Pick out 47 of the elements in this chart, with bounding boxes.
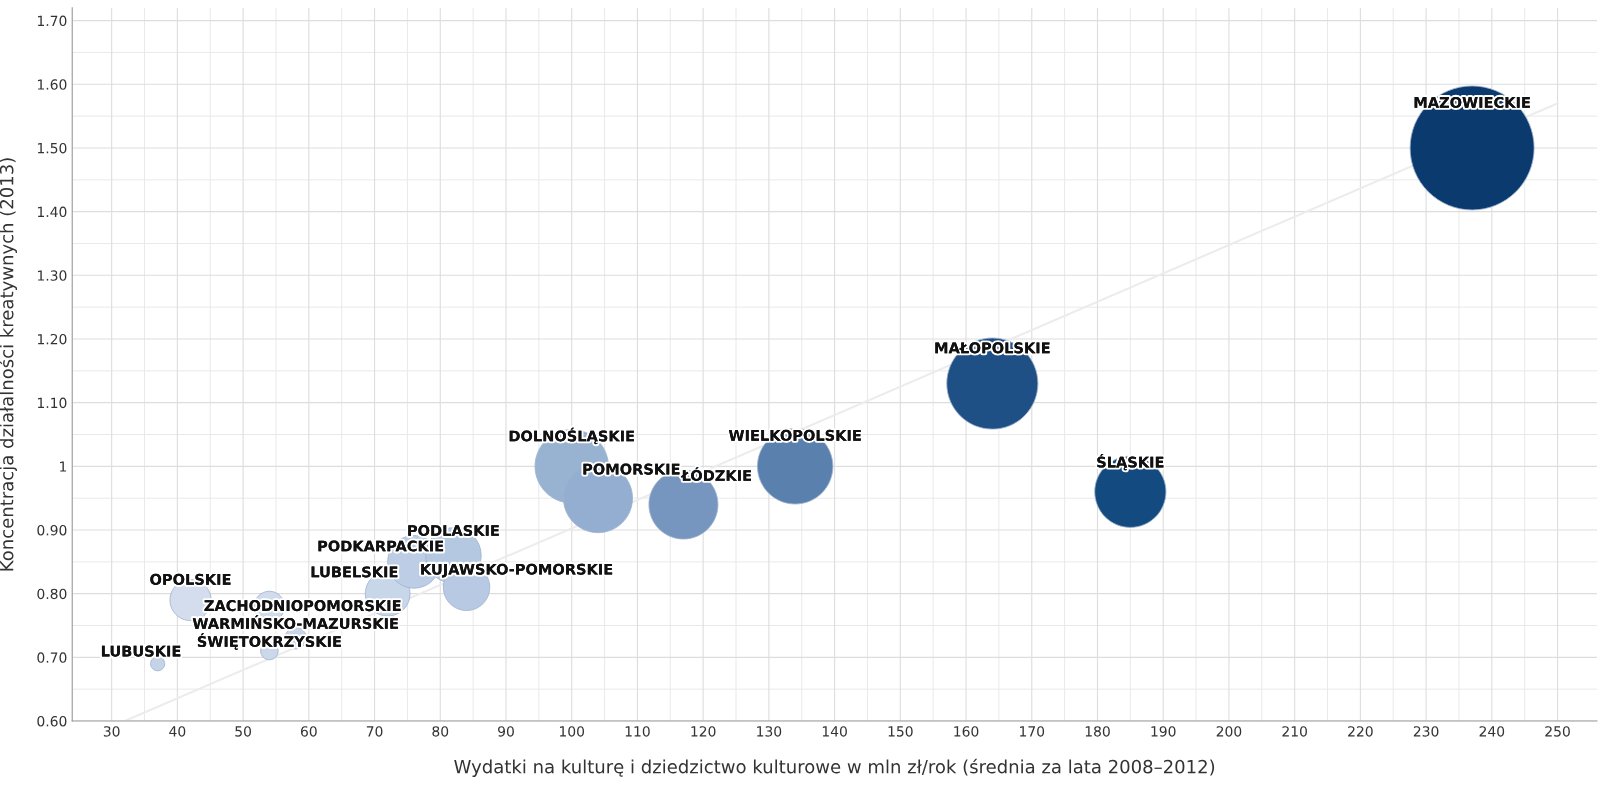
x-tick-label: 140 bbox=[822, 726, 847, 737]
x-tick-label: 60 bbox=[300, 726, 317, 737]
y-tick-label: 1.10 bbox=[37, 397, 67, 409]
annotation: POMORSKIE bbox=[583, 463, 680, 475]
x-tick-label: 150 bbox=[888, 726, 913, 737]
x-tick-label: 220 bbox=[1348, 726, 1373, 737]
x-tick-label: 110 bbox=[625, 726, 650, 737]
annotation: ŚWIĘTOKRZYSKIE bbox=[197, 633, 341, 650]
annotation: OPOLSKIE bbox=[150, 573, 231, 585]
x-tick-label: 30 bbox=[103, 726, 120, 737]
y-tick-label: 1.60 bbox=[37, 79, 67, 90]
x-tick-label: 250 bbox=[1545, 726, 1570, 737]
x-tick-label: 80 bbox=[432, 726, 449, 737]
annotation: LUBUSKIE bbox=[101, 645, 181, 657]
x-tick-label: 50 bbox=[235, 726, 252, 737]
annotation: PODKARPACKIE bbox=[318, 540, 444, 552]
y-tick-label: 0.60 bbox=[37, 715, 67, 727]
y-tick-label: 1.30 bbox=[37, 270, 67, 281]
x-tick-label: 130 bbox=[757, 726, 782, 737]
x-tick-label: 70 bbox=[366, 726, 383, 737]
x-tick-label: 240 bbox=[1479, 726, 1505, 737]
annotation: PODLASKIE bbox=[408, 524, 499, 537]
y-tick-label: 1.70 bbox=[37, 15, 67, 27]
y-tick-label: 0.70 bbox=[37, 652, 67, 663]
annotation: WARMIŃSKO-MAZURSKIE bbox=[192, 615, 398, 629]
y-tick-label: 1.20 bbox=[37, 333, 67, 345]
x-tick-label: 230 bbox=[1413, 726, 1439, 737]
annotation: LUBELSKIE bbox=[311, 566, 398, 578]
x-axis-title: Wydatki na kulturę i dziedzictwo kulturowe w mln zł/rok (średnia za lata 2008–2012) bbox=[454, 758, 1215, 777]
x-tick-label: 200 bbox=[1216, 726, 1242, 737]
y-tick-label: 0.90 bbox=[37, 524, 67, 536]
x-tick-label: 180 bbox=[1085, 726, 1110, 737]
x-tick-label: 100 bbox=[559, 726, 585, 737]
annotation: ZACHODNIOPOMORSKIE bbox=[204, 600, 401, 612]
y-tick-label: 1 bbox=[60, 461, 67, 472]
y-tick-label: 0.80 bbox=[37, 588, 67, 600]
y-tick-label: 1.40 bbox=[37, 206, 67, 218]
x-tick-label: 210 bbox=[1282, 726, 1307, 737]
y-tick-label: 1.50 bbox=[37, 142, 67, 154]
x-tick-label: 40 bbox=[169, 726, 186, 737]
x-tick-label: 190 bbox=[1151, 726, 1176, 737]
x-tick-label: 120 bbox=[691, 726, 716, 737]
x-tick-label: 160 bbox=[954, 726, 979, 737]
x-tick-label: 90 bbox=[498, 726, 514, 737]
annotation: KUJAWSKO-POMORSKIE bbox=[421, 563, 613, 578]
annotation: DOLNOŚLĄSKIE bbox=[509, 427, 634, 445]
x-tick-label: 170 bbox=[1020, 726, 1045, 737]
